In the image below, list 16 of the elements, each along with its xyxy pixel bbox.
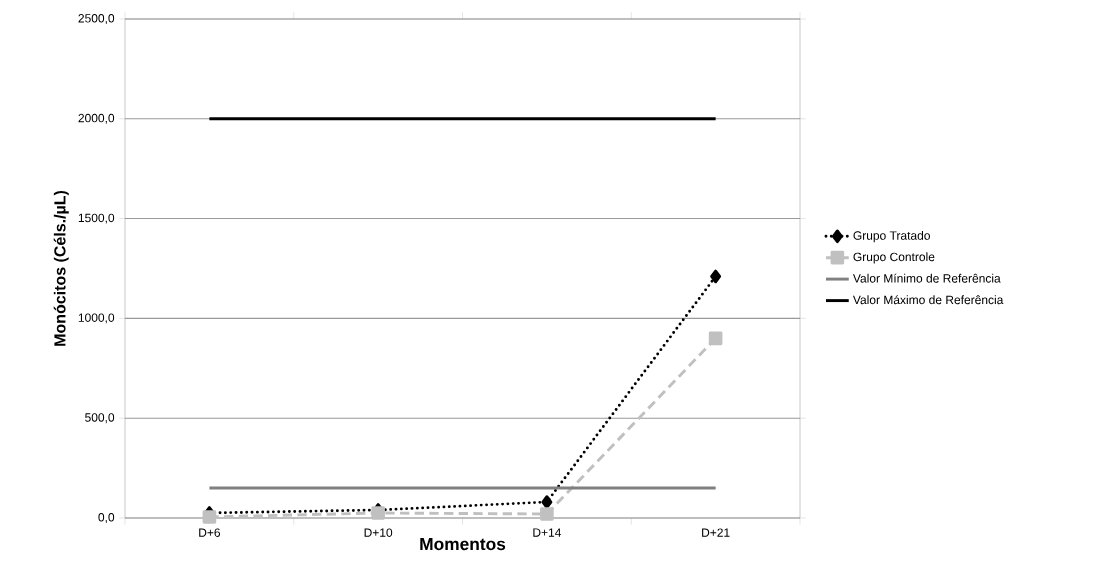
y-tick-label: 2000,0 — [78, 113, 115, 124]
legend-label: Grupo Tratado — [853, 230, 930, 243]
legend-label: Valor Máximo de Referência — [852, 295, 1004, 305]
legend-label: Grupo Controle — [853, 252, 935, 264]
y-tick-label: 500,0 — [85, 413, 115, 424]
x-tick-label: D+14 — [533, 528, 562, 537]
y-tick-label: 0,0 — [98, 513, 115, 523]
y-tick-label: 1000,0 — [78, 313, 115, 324]
y-tick-label: 2500,0 — [78, 14, 115, 24]
x-tick-label: D+10 — [364, 528, 393, 537]
y-axis-title: Monócitos (Céls./µL) — [53, 190, 69, 346]
x-axis-title: Momentos — [420, 538, 506, 551]
legend-label: Valor Mínimo de Referência — [852, 273, 1001, 283]
x-tick-label: D+6 — [199, 528, 221, 537]
x-tick-label: D+21 — [702, 528, 730, 537]
y-tick-label: 1500,0 — [78, 213, 115, 224]
